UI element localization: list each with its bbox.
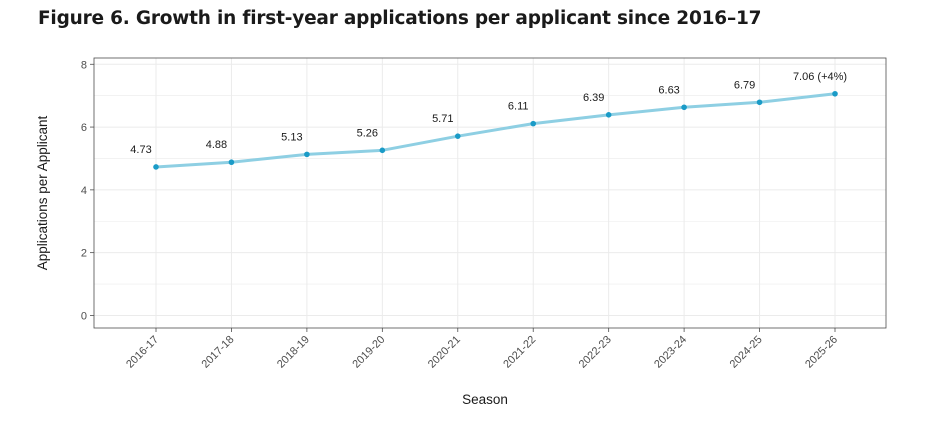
- x-tick-label: 2023-24: [652, 334, 689, 371]
- data-label: 5.26: [357, 127, 378, 139]
- x-tick-label: 2022-23: [577, 334, 614, 371]
- data-label: 5.13: [281, 131, 302, 143]
- plot-panel: [93, 57, 887, 329]
- data-point: [228, 159, 235, 166]
- data-label: 7.06 (+4%): [793, 71, 847, 83]
- figure-title: Figure 6. Growth in first-year applicati…: [38, 8, 762, 29]
- grid-lines: [94, 58, 886, 328]
- x-axis: 2016-17 2017-18 2018-19 2019-20 2020-21 2021-…: [124, 328, 840, 371]
- x-axis-title: Season: [462, 392, 508, 407]
- data-point: [530, 120, 537, 127]
- data-label: 6.63: [658, 84, 679, 96]
- x-tick-label: 2016-17: [124, 334, 161, 371]
- y-tick-label: 2: [81, 248, 87, 260]
- y-tick-label: 6: [81, 122, 87, 134]
- data-label: 5.71: [432, 113, 453, 125]
- data-label: 4.88: [206, 139, 227, 151]
- x-tick-label: 2019-20: [350, 334, 387, 371]
- data-point: [681, 104, 687, 111]
- y-axis: 0 2 4 6 8: [81, 59, 94, 322]
- data-point: [605, 112, 612, 118]
- data-label: 6.11: [508, 101, 529, 113]
- x-tick-label: 2024-25: [728, 334, 765, 371]
- data-point: [304, 151, 310, 158]
- data-point: [832, 90, 838, 97]
- x-tick-label: 2017-18: [200, 334, 237, 371]
- data-labels: 4.73 4.88 5.13 5.26 5.71 6.11 6.39 6.63 6.79 7.06…: [130, 71, 847, 156]
- y-tick-label: 8: [81, 59, 87, 71]
- x-tick-label: 2020-21: [426, 334, 463, 371]
- data-point: [756, 99, 763, 106]
- data-label: 4.73: [130, 144, 151, 156]
- y-tick-label: 4: [81, 185, 87, 197]
- data-label: 6.39: [583, 92, 604, 104]
- data-point: [454, 133, 461, 139]
- y-tick-label: 0: [81, 310, 87, 322]
- series-line: [154, 92, 837, 169]
- series-applications-per-applicant: [153, 90, 838, 170]
- x-tick-label: 2021-22: [501, 334, 538, 371]
- x-tick-label: 2025-26: [803, 334, 840, 371]
- data-label: 6.79: [734, 79, 755, 91]
- y-axis-title: Applications per Applicant: [35, 115, 50, 270]
- x-tick-label: 2018-19: [275, 334, 312, 371]
- data-point: [153, 164, 159, 170]
- data-point: [379, 147, 386, 154]
